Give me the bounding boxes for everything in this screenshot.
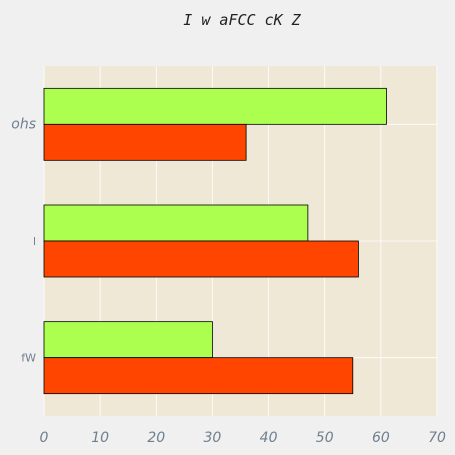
y-tick-label: fW — [21, 352, 36, 365]
x-tick-label: 50 — [316, 430, 334, 446]
x-tick-label: 20 — [147, 430, 165, 446]
x-tick-label: 70 — [428, 430, 446, 446]
bar — [43, 123, 247, 161]
bar — [43, 204, 309, 242]
bar — [43, 321, 213, 359]
y-tick-labels: ohs l fW — [11, 116, 36, 364]
x-tick-label: 30 — [204, 430, 222, 446]
bar — [43, 240, 359, 278]
x-tick-label: 40 — [260, 430, 278, 446]
bar — [43, 87, 387, 125]
x-tick-labels: 0 10 20 30 40 50 60 70 — [40, 430, 446, 446]
y-tick-label: ohs — [11, 116, 36, 132]
x-tick-label: 60 — [372, 430, 390, 446]
bar — [43, 357, 354, 395]
y-tick-label: l — [33, 235, 36, 248]
x-tick-label: 0 — [40, 430, 49, 446]
chart-title: I w aFCC cK Z — [183, 11, 301, 29]
x-tick-label: 10 — [91, 430, 109, 446]
bars — [43, 87, 387, 395]
